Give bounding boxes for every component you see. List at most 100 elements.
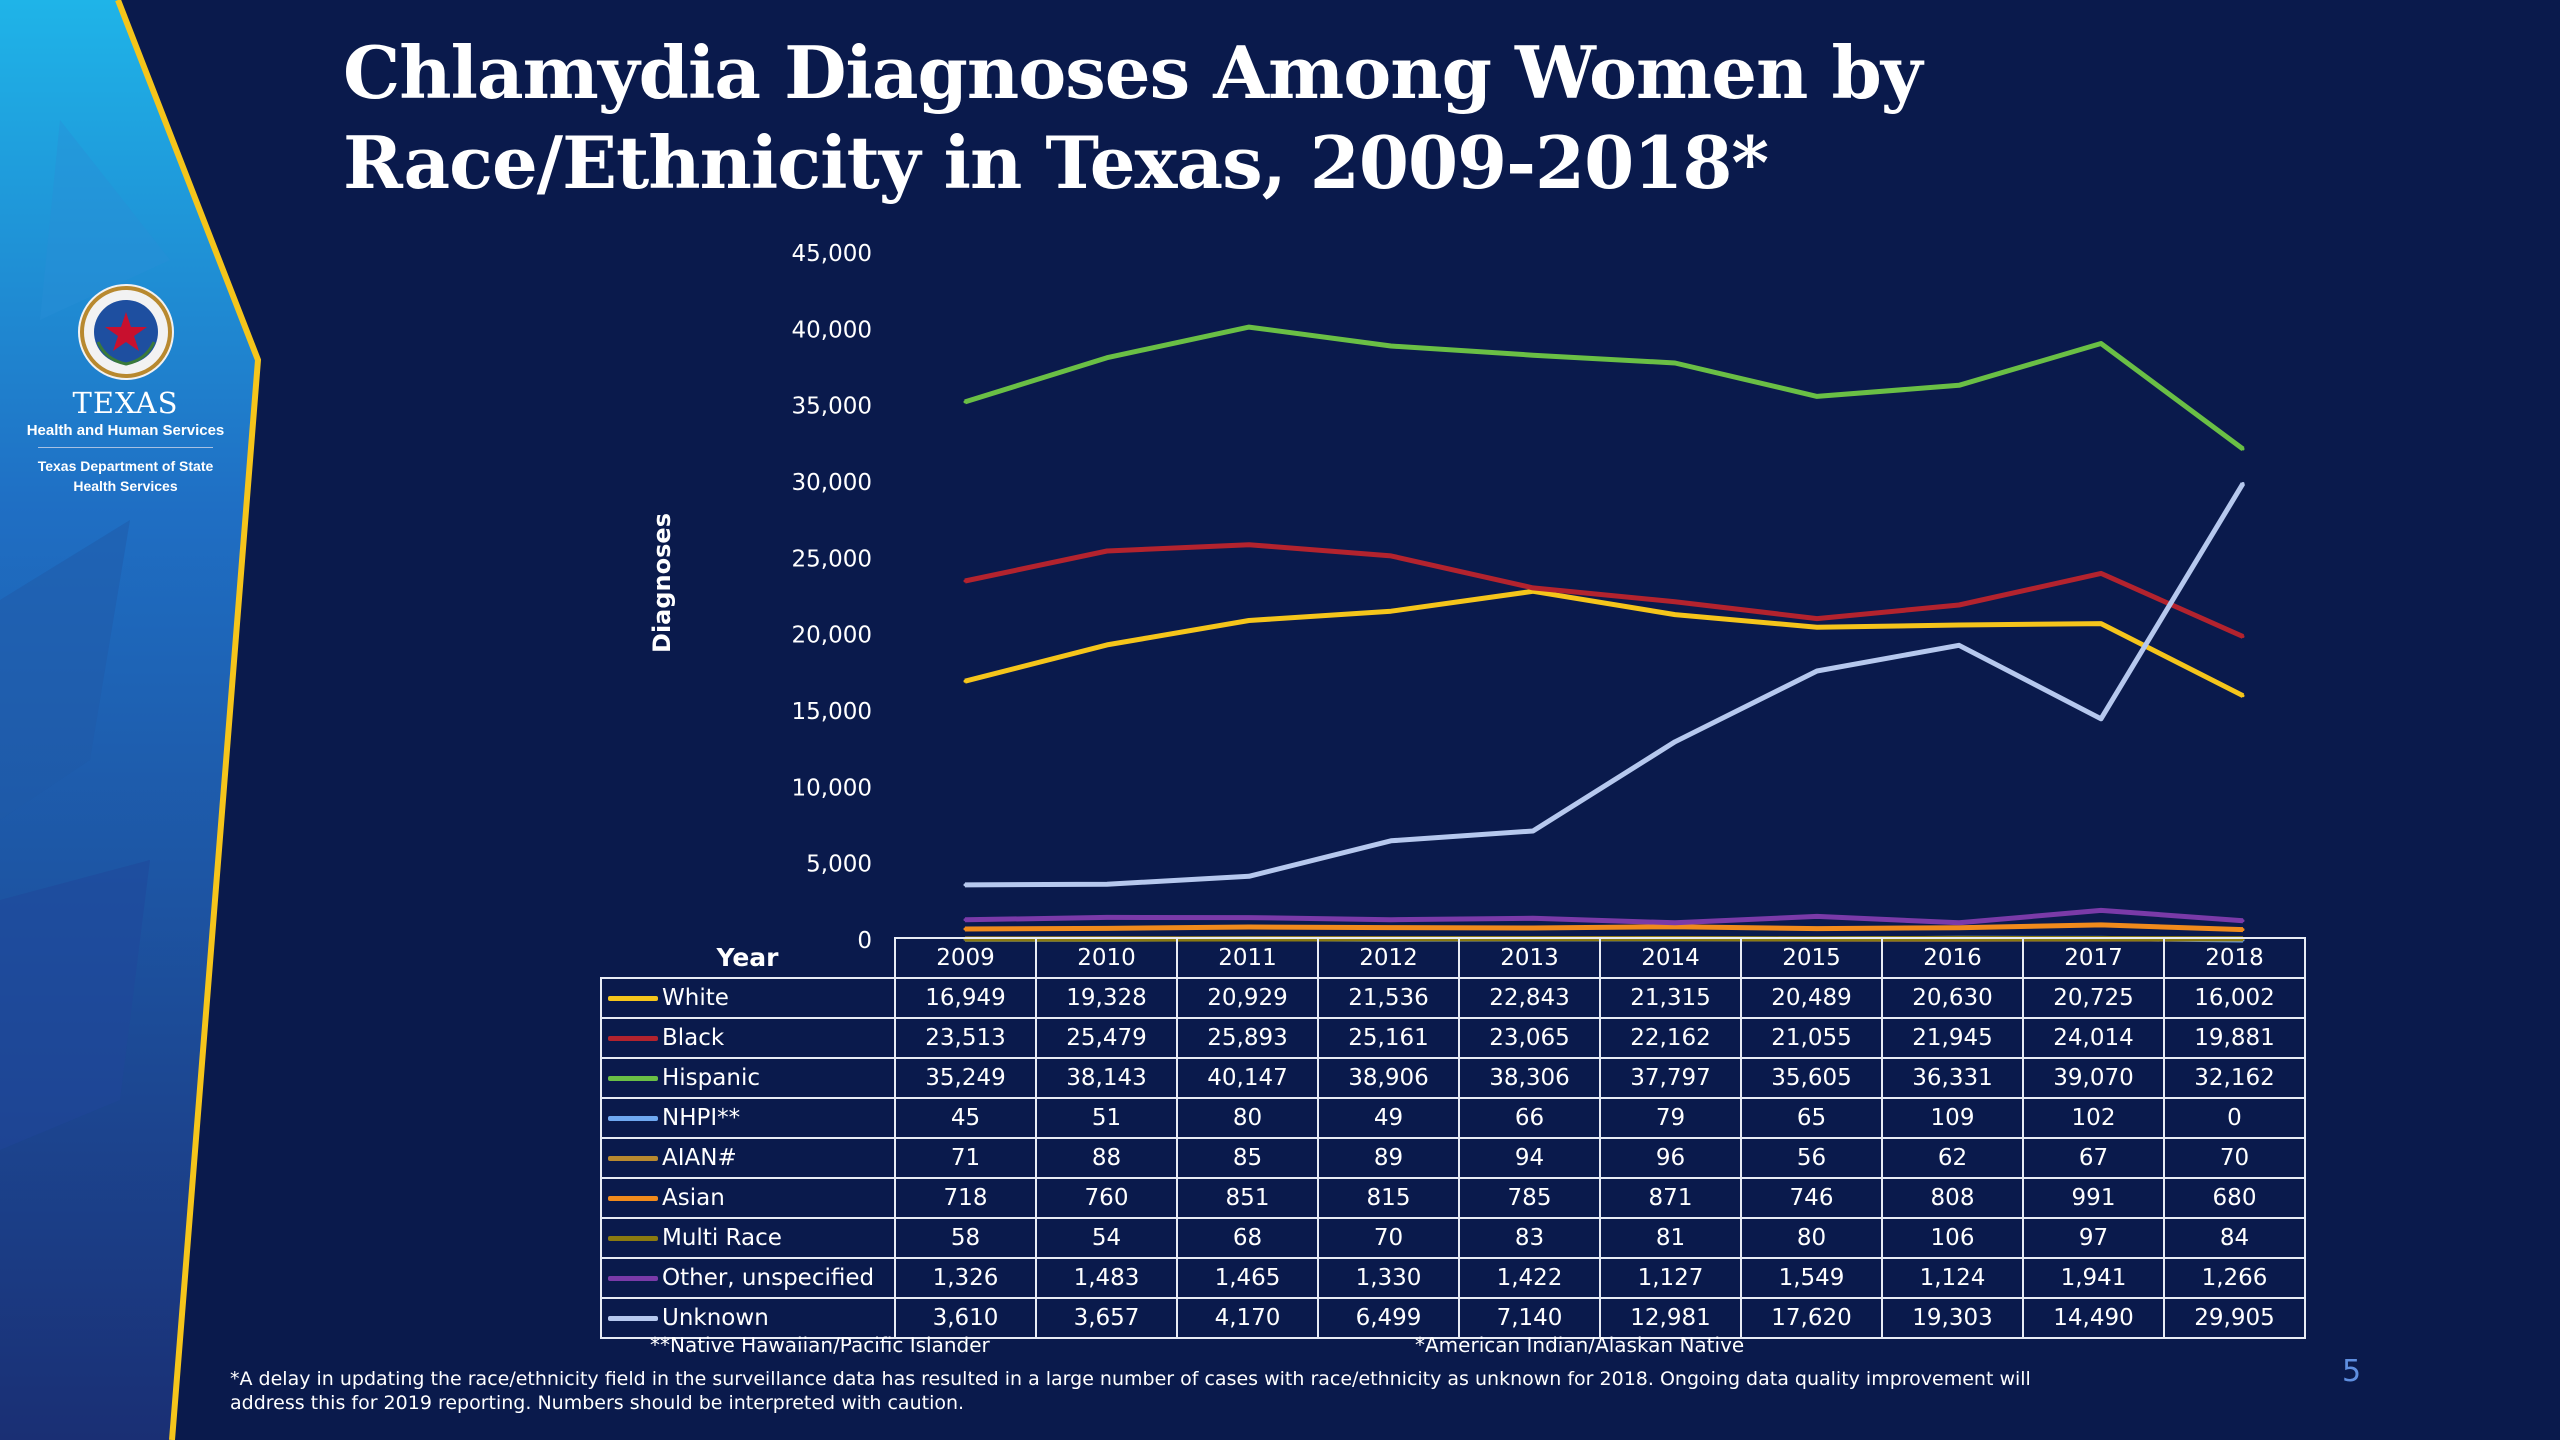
value-cell: 102 (2022, 1097, 2165, 1139)
y-tick-label: 45,000 (792, 241, 872, 267)
data-point (963, 918, 967, 922)
y-tick-label: 30,000 (792, 470, 872, 496)
data-point (2099, 717, 2103, 721)
data-point (1247, 543, 1251, 547)
data-point (2099, 908, 2103, 912)
data-point (2241, 482, 2245, 485)
year-header-cell: 2016 (1881, 937, 2024, 979)
table-row: NHPI** 45 51 80 49 66 79 65 109 102 0 (600, 1097, 2306, 1139)
data-point (963, 400, 967, 404)
data-point (2099, 342, 2103, 345)
series-legend-cell: Hispanic (600, 1057, 896, 1099)
series-name: Multi Race (662, 1225, 782, 1251)
data-point (1247, 916, 1251, 920)
value-cell: 25,479 (1035, 1017, 1178, 1059)
value-cell: 38,906 (1317, 1057, 1460, 1099)
value-cell: 20,489 (1740, 977, 1883, 1019)
data-point (1815, 927, 1819, 931)
page-number: 5 (2342, 1354, 2362, 1389)
series-name: AIAN# (662, 1145, 737, 1171)
logo-agency-name: TEXAS (72, 386, 179, 420)
table-row: Black 23,513 25,479 25,893 25,161 23,065 22,16… (600, 1017, 2306, 1059)
data-point (1957, 623, 1961, 627)
value-cell: 70 (1317, 1217, 1460, 1259)
y-tick-label: 10,000 (792, 775, 872, 801)
series-name: NHPI** (662, 1105, 741, 1131)
value-cell: 24,014 (2022, 1017, 2165, 1059)
value-cell: 22,162 (1599, 1017, 1742, 1059)
series-line (964, 588, 2245, 698)
legend-swatch (608, 1156, 658, 1161)
data-point (1389, 609, 1393, 613)
texas-seal-icon (77, 284, 174, 380)
value-cell: 3,657 (1035, 1297, 1178, 1339)
data-point (1531, 353, 1535, 357)
side-decoration (0, 0, 262, 1440)
value-cell: 88 (1035, 1137, 1178, 1179)
value-cell: 1,330 (1317, 1257, 1460, 1299)
legend-swatch (608, 1116, 658, 1121)
value-cell: 17,620 (1740, 1297, 1883, 1339)
series-group (963, 588, 2245, 698)
series-name: Hispanic (662, 1065, 760, 1091)
value-cell: 84 (2163, 1217, 2306, 1259)
line-chart: 0 5,000 10,000 15,000 20,000 25,000 30,000 35,0… (648, 241, 2246, 954)
footnote-line2: address this for 2019 reporting. Numbers… (230, 1392, 965, 1414)
value-cell: 85 (1176, 1137, 1319, 1179)
value-cell: 23,065 (1458, 1017, 1601, 1059)
data-point (2241, 694, 2245, 698)
value-cell: 21,315 (1599, 977, 1742, 1019)
value-cell: 67 (2022, 1137, 2165, 1179)
value-cell: 1,127 (1599, 1257, 1742, 1299)
data-point (1531, 589, 1535, 593)
data-point (1673, 600, 1677, 604)
aian-note: *American Indian/Alaskan Native (1415, 1333, 1745, 1357)
data-point (1531, 916, 1535, 920)
value-cell: 37,797 (1599, 1057, 1742, 1099)
value-cell: 89 (1317, 1137, 1460, 1179)
data-point (1105, 926, 1109, 930)
data-point (1531, 829, 1535, 833)
footnote-line1: *A delay in updating the race/ethnicity … (230, 1368, 2031, 1390)
footnote: *A delay in updating the race/ethnicity … (230, 1367, 2300, 1415)
value-cell: 83 (1458, 1217, 1601, 1259)
table-row: White 16,949 19,328 20,929 21,536 22,843 21,31… (600, 977, 2306, 1019)
value-cell: 19,881 (2163, 1017, 2306, 1059)
y-tick-label: 20,000 (792, 623, 872, 649)
value-cell: 38,143 (1035, 1057, 1178, 1099)
data-point (2241, 447, 2245, 451)
data-point (2241, 928, 2245, 932)
data-point (1957, 603, 1961, 607)
value-cell: 785 (1458, 1177, 1601, 1219)
value-cell: 6,499 (1317, 1297, 1460, 1339)
value-cell: 40,147 (1176, 1057, 1319, 1099)
data-point (1957, 643, 1961, 647)
year-header-cell: 2012 (1317, 937, 1460, 979)
data-point (1531, 926, 1535, 930)
data-point (1815, 394, 1819, 398)
data-point (1815, 914, 1819, 918)
series-lines (963, 324, 2246, 943)
value-cell: 1,941 (2022, 1257, 2165, 1299)
year-header-cell: 2010 (1035, 937, 1178, 979)
data-point (1389, 918, 1393, 922)
value-cell: 35,605 (1740, 1057, 1883, 1099)
series-legend-cell: White (600, 977, 896, 1019)
value-cell: 109 (1881, 1097, 2024, 1139)
value-cell: 4,170 (1176, 1297, 1319, 1339)
logo-divider (38, 447, 213, 448)
value-cell: 94 (1458, 1137, 1601, 1179)
table-row: Asian 718 760 851 815 785 871 746 808 991 680 (600, 1177, 2306, 1219)
data-point (1247, 925, 1251, 929)
data-point (2099, 923, 2103, 927)
series-legend-cell: AIAN# (600, 1137, 896, 1179)
value-cell: 760 (1035, 1177, 1178, 1219)
value-cell: 58 (894, 1217, 1037, 1259)
value-cell: 70 (2163, 1137, 2306, 1179)
series-line (964, 482, 2246, 888)
series-name: Unknown (662, 1305, 769, 1331)
y-tick-label: 35,000 (792, 394, 872, 420)
value-cell: 746 (1740, 1177, 1883, 1219)
data-table: Year 2009 2010 2011 2012 2013 2014 2015 2016 201… (600, 937, 2306, 1339)
value-cell: 3,610 (894, 1297, 1037, 1339)
